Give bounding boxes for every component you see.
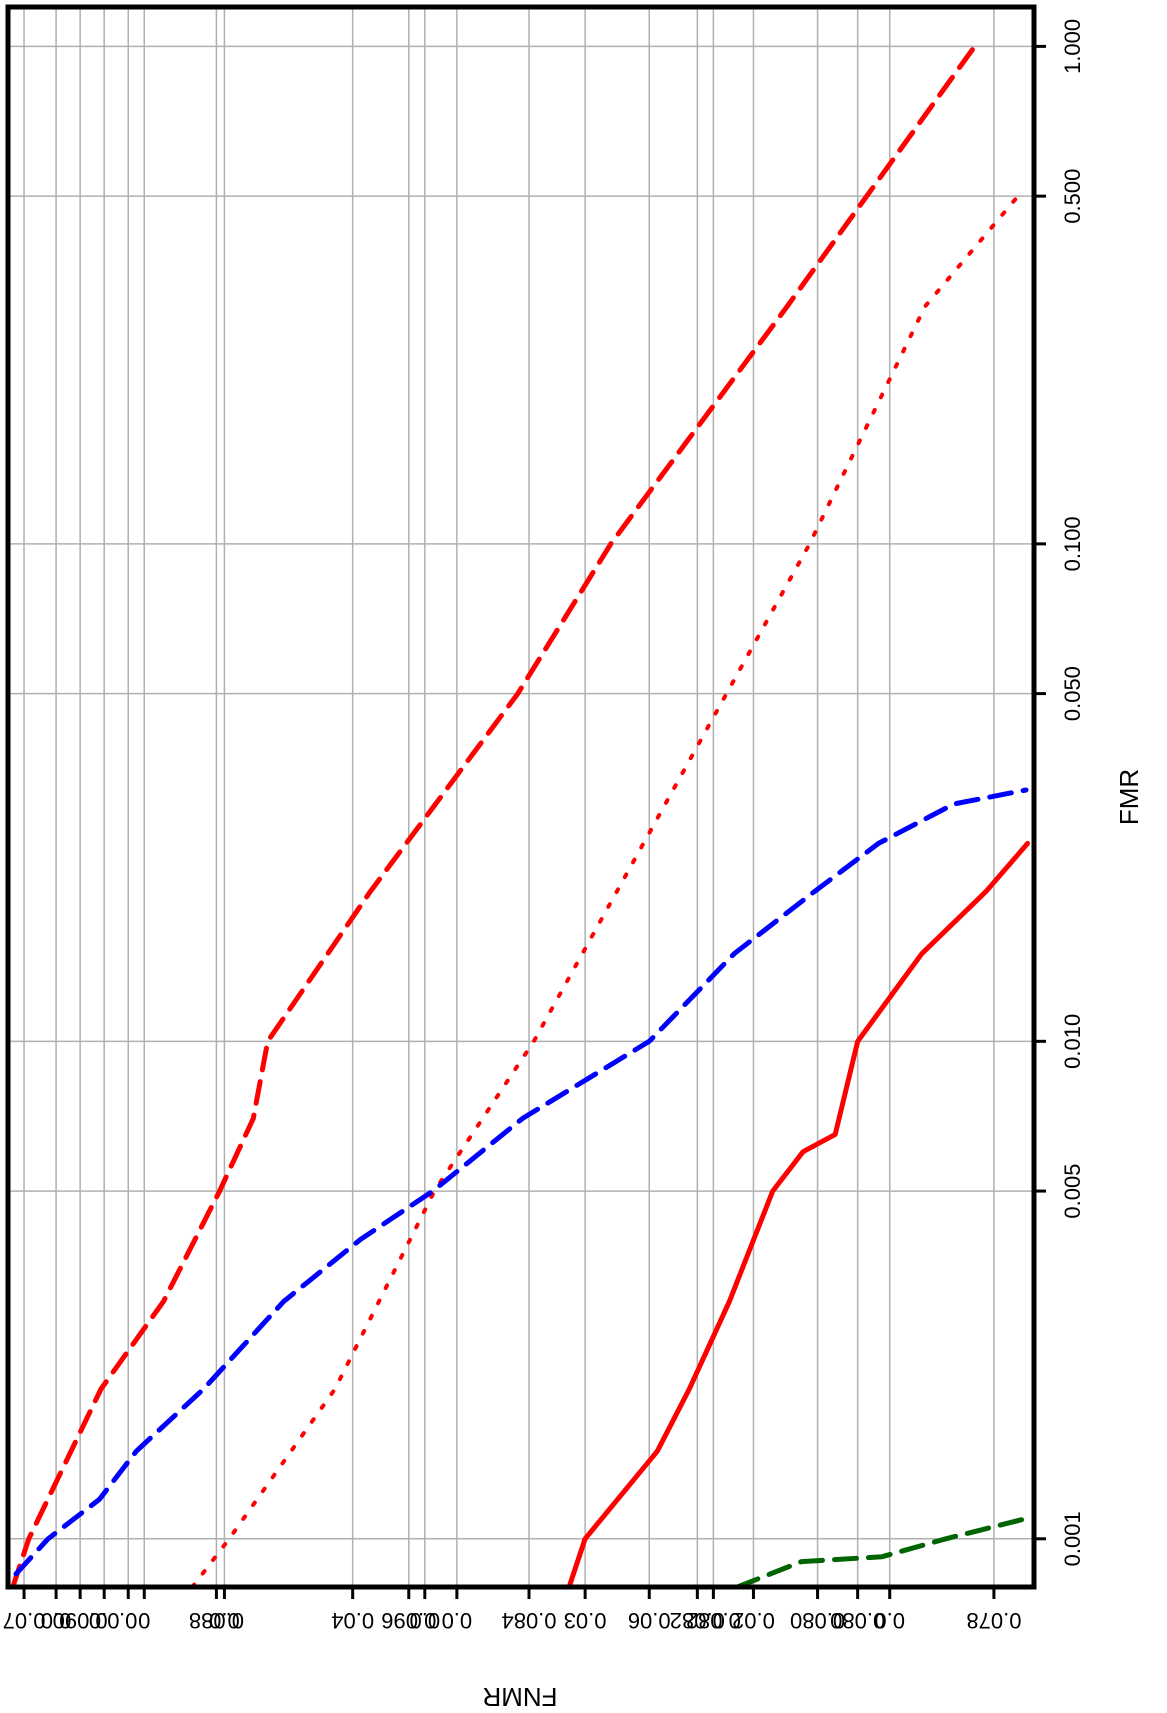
- y-tick-label: 0.03: [564, 1608, 607, 1633]
- series-line-0: [10, 43, 978, 1590]
- plot-frame: [5, 4, 1037, 1590]
- series-line-3: [566, 840, 1031, 1590]
- x-axis-label: FMR: [1114, 769, 1144, 825]
- labels-layer: FMR FNMR: [482, 769, 1144, 1712]
- ticks-layer: 0.0010.0050.0100.0500.1000.5001.0000.070…: [3, 19, 1085, 1633]
- grid-layer: [8, 7, 1034, 1587]
- y-tick-label: 0.0: [41, 1608, 72, 1633]
- x-tick-label: 0.050: [1060, 666, 1085, 721]
- x-tick-label: 0.100: [1060, 516, 1085, 571]
- series-line-4: [734, 1515, 1031, 1590]
- y-tick-label: 0.080: [830, 1608, 885, 1633]
- y-tick-label: 0.04: [331, 1608, 374, 1633]
- y-tick-label: 0.088: [189, 1608, 244, 1633]
- y-tick-label: 0.082: [670, 1608, 725, 1633]
- y-tick-label: 0.084: [501, 1608, 556, 1633]
- y-tick-label: 0.0: [209, 1608, 240, 1633]
- x-tick-label: 0.500: [1060, 169, 1085, 224]
- y-tick-label: 0.0: [89, 1608, 120, 1633]
- y-tick-label: 0.: [119, 1608, 137, 1633]
- y-tick-label: 0.07: [3, 1608, 46, 1633]
- y-tick-label: 0.096: [381, 1608, 436, 1633]
- x-tick-label: 0.001: [1060, 1511, 1085, 1566]
- y-tick-label: 0.0: [410, 1608, 441, 1633]
- y-tick-label: 0.090: [53, 1608, 108, 1633]
- y-tick-label: 0.080: [790, 1608, 845, 1633]
- series-line-1: [190, 194, 1020, 1589]
- y-tick-label: 0.06: [628, 1608, 671, 1633]
- y-tick-label: 0.082: [686, 1608, 741, 1633]
- y-axis-label: FNMR: [482, 1682, 557, 1712]
- y-tick-label: 0.0: [874, 1608, 905, 1633]
- y-tick-label: 0.02: [732, 1608, 775, 1633]
- series-line-2: [13, 787, 1029, 1577]
- series-layer: [10, 43, 1031, 1590]
- x-tick-label: 1.000: [1060, 19, 1085, 74]
- x-tick-label: 0.010: [1060, 1014, 1085, 1069]
- y-tick-label: 0: [138, 1608, 150, 1633]
- x-tick-label: 0.005: [1060, 1164, 1085, 1219]
- y-tick-label: 0.078: [966, 1608, 1021, 1633]
- y-tick-label: 0.0: [442, 1608, 473, 1633]
